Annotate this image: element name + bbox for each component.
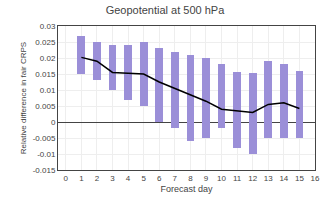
svg-text:0.02: 0.02: [40, 54, 56, 63]
svg-text:Geopotential at 500 hPa: Geopotential at 500 hPa: [106, 4, 226, 16]
svg-text:15: 15: [295, 174, 304, 183]
svg-text:0.01: 0.01: [40, 86, 56, 95]
svg-text:0.005: 0.005: [35, 102, 56, 111]
svg-text:7: 7: [173, 174, 178, 183]
svg-text:12: 12: [248, 174, 257, 183]
svg-text:1: 1: [79, 174, 84, 183]
svg-text:6: 6: [157, 174, 162, 183]
svg-text:14: 14: [279, 174, 288, 183]
svg-text:3: 3: [110, 174, 115, 183]
svg-text:4: 4: [126, 174, 131, 183]
svg-text:16: 16: [311, 174, 320, 183]
svg-text:9: 9: [204, 174, 209, 183]
svg-text:Relative difference in fair CR: Relative difference in fair CRPS: [19, 42, 28, 154]
svg-text:-0.005: -0.005: [33, 134, 56, 143]
svg-text:5: 5: [141, 174, 146, 183]
svg-text:Forecast day: Forecast day: [160, 184, 213, 194]
svg-text:0.015: 0.015: [35, 70, 56, 79]
svg-text:10: 10: [217, 174, 226, 183]
svg-text:0: 0: [64, 174, 69, 183]
svg-text:0.025: 0.025: [35, 38, 56, 47]
svg-text:0: 0: [51, 118, 56, 127]
svg-text:13: 13: [264, 174, 273, 183]
svg-text:8: 8: [188, 174, 193, 183]
svg-text:11: 11: [233, 174, 242, 183]
svg-text:-0.015: -0.015: [33, 166, 56, 175]
svg-text:0.03: 0.03: [40, 22, 56, 31]
svg-text:-0.01: -0.01: [37, 150, 56, 159]
svg-text:2: 2: [95, 174, 100, 183]
